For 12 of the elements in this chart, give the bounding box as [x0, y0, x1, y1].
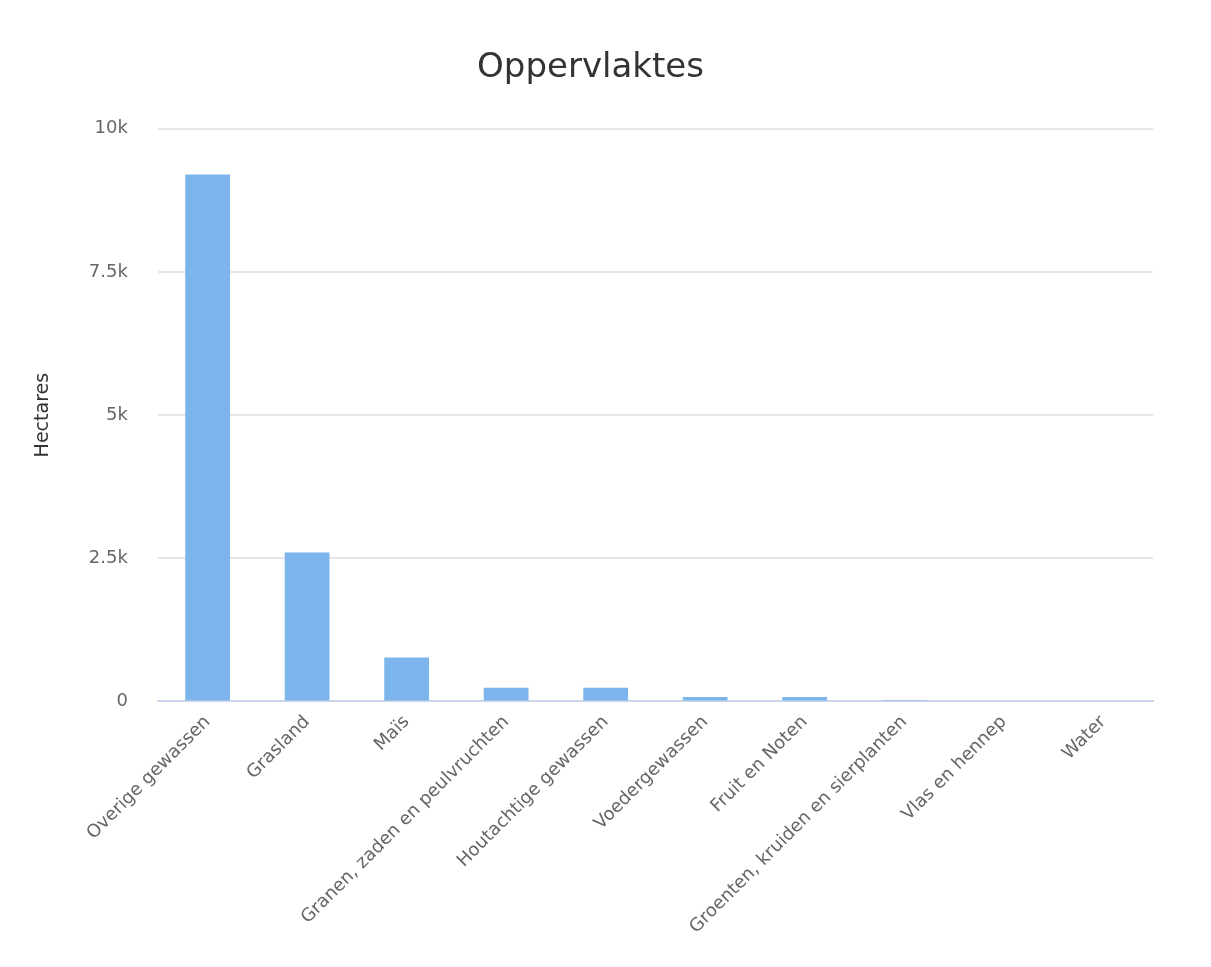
bar [583, 687, 629, 701]
chart-title: Oppervlaktes [477, 45, 704, 86]
y-tick-label: 5k [105, 402, 129, 424]
y-axis-title: Hectares [30, 372, 53, 458]
bar [384, 657, 430, 701]
bar [483, 687, 529, 701]
y-tick-label: 2.5k [88, 545, 129, 567]
bar [284, 552, 330, 701]
y-tick-label: 7.5k [88, 259, 129, 281]
y-tick-label: 0 [116, 689, 128, 711]
y-tick-label: 10k [94, 116, 129, 138]
bar [185, 174, 230, 701]
